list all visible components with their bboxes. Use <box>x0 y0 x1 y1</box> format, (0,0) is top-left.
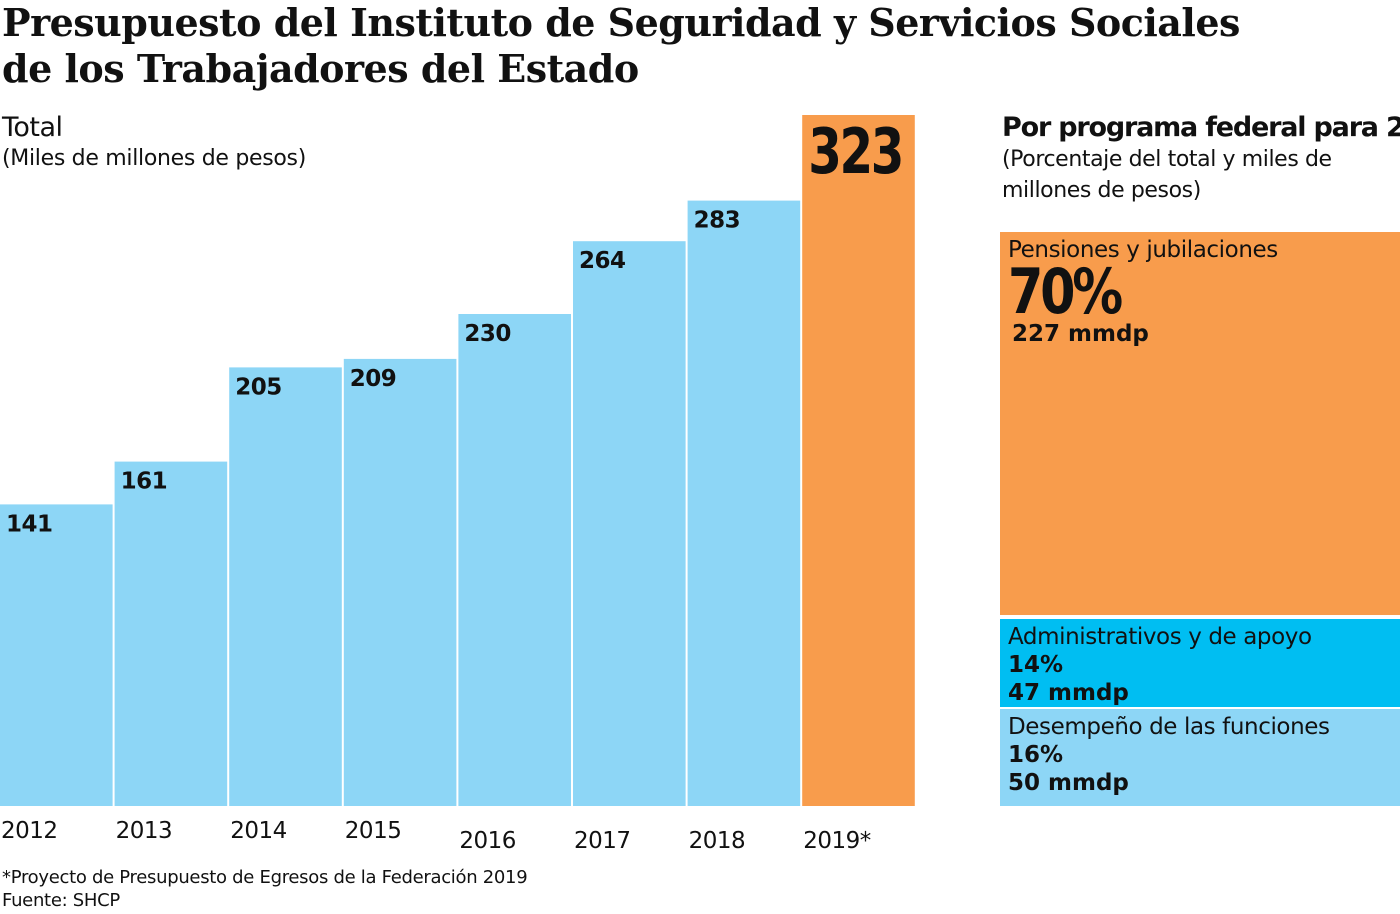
bar-chart-header: Total (Miles de millones de pesos) <box>2 112 306 174</box>
footnotes: *Proyecto de Presupuesto de Egresos de l… <box>2 866 528 912</box>
title-line-2: de los Trabajadores del Estado <box>2 46 639 91</box>
bar-2018 <box>687 200 801 807</box>
x-tick-label-2017: 2017 <box>574 828 631 854</box>
program-breakdown-header: Por programa federal para 2019 (Porcenta… <box>1002 112 1400 206</box>
x-tick-label-2016: 2016 <box>459 828 516 854</box>
block-pensiones-label: Pensiones y jubilaciones <box>1008 237 1278 263</box>
bar-2012 <box>0 504 113 806</box>
bar-value-label-2012: 141 <box>6 511 53 537</box>
block-administrativos-amount: 47 mmdp <box>1008 680 1129 706</box>
bar-2015 <box>343 358 457 806</box>
block-desempeno-amount: 50 mmdp <box>1008 770 1129 796</box>
bar-2016 <box>458 314 571 806</box>
x-tick-label-2018: 2018 <box>689 828 746 854</box>
program-breakdown-title: Por programa federal para 2019 <box>1002 112 1400 143</box>
block-pensiones-amount: 227 mmdp <box>1012 321 1149 347</box>
bar-value-label-2019: 323 <box>808 116 902 188</box>
block-administrativos-label: Administrativos y de apoyo <box>1008 624 1312 650</box>
title-line-1: Presupuesto del Instituto de Seguridad y… <box>2 0 1240 45</box>
block-administrativos: Administrativos y de apoyo 14% 47 mmdp <box>1000 619 1400 707</box>
program-breakdown-subtitle: (Porcentaje del total y miles de millone… <box>1002 147 1332 203</box>
x-tick-label-2015: 2015 <box>345 818 402 844</box>
block-desempeno: Desempeño de las funciones 16% 50 mmdp <box>1000 709 1400 806</box>
bar-value-label-2015: 209 <box>350 366 397 392</box>
bar-value-label-2014: 205 <box>235 374 282 400</box>
block-desempeno-percent: 16% <box>1008 742 1064 768</box>
block-pensiones: Pensiones y jubilaciones 70% 227 mmdp <box>1000 232 1400 615</box>
bar-chart-title: Total <box>2 112 63 143</box>
bar-value-label-2017: 264 <box>579 248 626 274</box>
x-tick-label-2014: 2014 <box>230 818 287 844</box>
block-desempeno-label: Desempeño de las funciones <box>1008 714 1330 740</box>
bar-2014 <box>229 367 342 806</box>
bar-2019 <box>802 115 915 806</box>
bar-value-label-2016: 230 <box>464 321 511 347</box>
bar-2013 <box>114 461 228 806</box>
footnote-source: Fuente: SHCP <box>2 890 120 911</box>
bar-value-label-2013: 161 <box>121 469 168 495</box>
x-tick-label-2012: 2012 <box>1 818 58 844</box>
block-pensiones-percent: 70% <box>1008 255 1123 328</box>
footnote-proyecto: *Proyecto de Presupuesto de Egresos de l… <box>2 867 528 888</box>
x-tick-label-2019: 2019* <box>803 828 871 854</box>
bar-value-label-2018: 283 <box>694 208 741 234</box>
bar-chart-subtitle: (Miles de millones de pesos) <box>2 146 306 171</box>
bar-2017 <box>573 241 686 806</box>
x-tick-label-2013: 2013 <box>116 818 173 844</box>
page-title: Presupuesto del Instituto de Seguridad y… <box>2 0 1382 92</box>
block-administrativos-percent: 14% <box>1008 652 1064 678</box>
